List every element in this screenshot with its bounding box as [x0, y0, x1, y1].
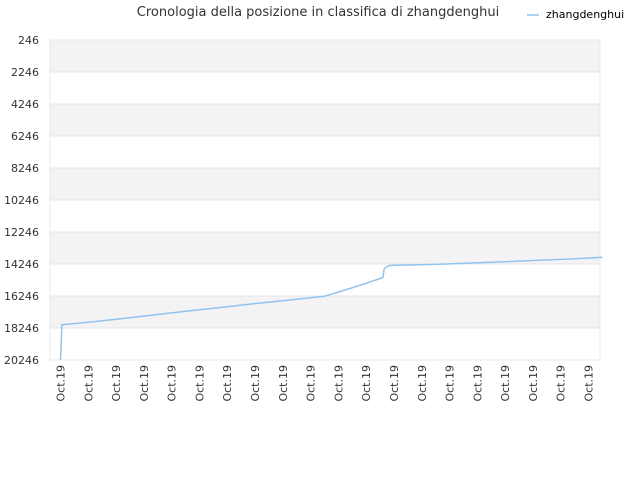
x-tick-label: Oct.19: [527, 365, 540, 402]
y-tick-label: 20246: [4, 354, 39, 367]
y-tick-label: 12246: [4, 226, 39, 239]
series-layer: [59, 256, 603, 361]
plot-band: [50, 328, 600, 360]
x-tick-label: Oct.19: [82, 365, 95, 402]
chart-title: Cronologia della posizione in classifica…: [137, 5, 499, 20]
y-tick-label: 16246: [4, 290, 39, 303]
x-axis-ticks: Oct.19 Oct.19 Oct.19 Oct.19 Oct.19 Oct.19 Oct.…: [55, 365, 596, 402]
x-tick-label: Oct.19: [305, 365, 318, 402]
plot-area-border: [49, 39, 601, 361]
x-tick-label: Oct.19: [499, 365, 512, 402]
plot-band: [50, 104, 600, 136]
y-tick-label: 246: [18, 34, 39, 47]
x-tick-label: Oct.19: [332, 365, 345, 402]
x-tick-label: Oct.19: [471, 365, 484, 402]
x-tick-label: Oct.19: [388, 365, 401, 402]
y-tick-label: 14246: [4, 258, 39, 271]
x-tick-label: Oct.19: [221, 365, 234, 402]
x-tick-label: Oct.19: [416, 365, 429, 402]
plot-band: [50, 264, 600, 296]
x-tick-label: Oct.19: [55, 365, 68, 402]
x-tick-label: Oct.19: [444, 365, 457, 402]
x-tick-label: Oct.19: [583, 365, 596, 402]
series-line: [59, 256, 603, 361]
x-tick-label: Oct.19: [277, 365, 290, 402]
y-tick-label: 8246: [11, 162, 39, 175]
y-tick-label: 4246: [11, 98, 39, 111]
y-tick-label: 18246: [4, 322, 39, 335]
plot-bands: [50, 40, 600, 360]
plot-band: [50, 168, 600, 200]
x-tick-label: Oct.19: [110, 365, 123, 402]
x-tick-label: Oct.19: [193, 365, 206, 402]
plot-band: [50, 232, 600, 264]
plot-band: [50, 40, 600, 72]
x-tick-label: Oct.19: [166, 365, 179, 402]
plot-band: [50, 72, 600, 104]
plot-band: [50, 296, 600, 328]
plot-band: [50, 136, 600, 168]
y-axis-ticks: 246 2246 4246 6246 8246 10246 12246 14246 16246 1…: [4, 34, 39, 367]
y-tick-label: 10246: [4, 194, 39, 207]
plot-band: [50, 200, 600, 232]
legend: zhangdenghui: [527, 8, 624, 21]
y-tick-label: 6246: [11, 130, 39, 143]
legend-label: zhangdenghui: [546, 8, 624, 21]
x-tick-label: Oct.19: [249, 365, 262, 402]
x-tick-label: Oct.19: [138, 365, 151, 402]
x-tick-label: Oct.19: [555, 365, 568, 402]
x-tick-label: Oct.19: [360, 365, 373, 402]
y-tick-label: 2246: [11, 66, 39, 79]
